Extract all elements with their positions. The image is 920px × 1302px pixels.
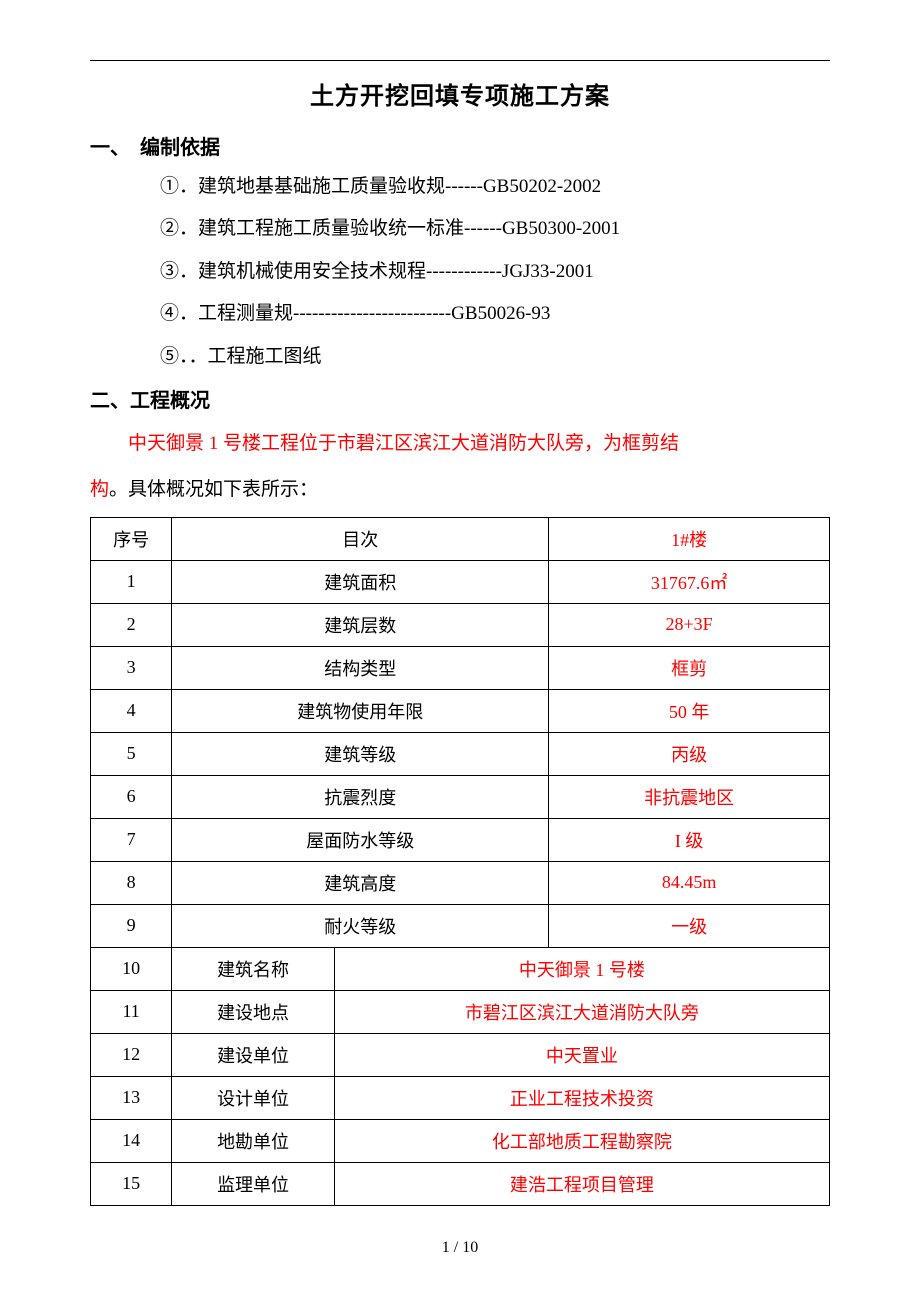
cell-item: 建筑高度 <box>172 861 549 904</box>
basis-item-1: ①．建筑地基基础施工质量验收规------GB50202-2002 <box>160 172 830 202</box>
description-red-1: 中天御景 1 号楼工程位于市碧江区滨江大道消防大队旁，为框剪结 <box>128 433 679 454</box>
project-description-line-2: 构。具体概况如下表所示： <box>90 471 830 509</box>
cell-label: 设计单位 <box>172 1076 335 1119</box>
cell-value: 市碧江区滨江大道消防大队旁 <box>334 990 829 1033</box>
cell-seq: 3 <box>91 646 172 689</box>
cell-value: 丙级 <box>549 732 830 775</box>
cell-seq: 6 <box>91 775 172 818</box>
cell-item: 建筑物使用年限 <box>172 689 549 732</box>
header-item: 目次 <box>172 517 549 560</box>
cell-item: 建筑等级 <box>172 732 549 775</box>
cell-value: 非抗震地区 <box>549 775 830 818</box>
header-value: 1#楼 <box>549 517 830 560</box>
cell-seq: 4 <box>91 689 172 732</box>
basis-item-5: ⑤．．工程施工图纸 <box>160 342 830 372</box>
cell-label: 建设地点 <box>172 990 335 1033</box>
cell-label: 监理单位 <box>172 1162 335 1205</box>
cell-value: 正业工程技术投资 <box>334 1076 829 1119</box>
table-row: 14 地勘单位 化工部地质工程勘察院 <box>91 1119 830 1162</box>
cell-seq: 9 <box>91 904 172 947</box>
table-row: 6 抗震烈度 非抗震地区 <box>91 775 830 818</box>
cell-label: 建设单位 <box>172 1033 335 1076</box>
table-row: 7 屋面防水等级 I 级 <box>91 818 830 861</box>
cell-seq: 7 <box>91 818 172 861</box>
description-red-2: 构 <box>90 479 109 500</box>
page-title: 土方开挖回填专项施工方案 <box>90 76 830 111</box>
basis-list: ①．建筑地基基础施工质量验收规------GB50202-2002 ②．建筑工程… <box>90 172 830 372</box>
cell-value: 框剪 <box>549 646 830 689</box>
table-row: 1 建筑面积 31767.6㎡ <box>91 560 830 603</box>
project-overview-table: 序号 目次 1#楼 1 建筑面积 31767.6㎡ 2 建筑层数 28+3F 3… <box>90 517 830 1206</box>
cell-item: 建筑层数 <box>172 603 549 646</box>
table-row: 4 建筑物使用年限 50 年 <box>91 689 830 732</box>
table-row: 8 建筑高度 84.45m <box>91 861 830 904</box>
cell-value: 28+3F <box>549 603 830 646</box>
cell-seq: 14 <box>91 1119 172 1162</box>
section-2-heading: 二、工程概况 <box>90 384 830 413</box>
cell-seq: 12 <box>91 1033 172 1076</box>
description-black: 。具体概况如下表所示： <box>109 479 318 500</box>
cell-value: 中天置业 <box>334 1033 829 1076</box>
table-row: 2 建筑层数 28+3F <box>91 603 830 646</box>
cell-item: 屋面防水等级 <box>172 818 549 861</box>
table-row: 13 设计单位 正业工程技术投资 <box>91 1076 830 1119</box>
cell-item: 耐火等级 <box>172 904 549 947</box>
top-horizontal-rule <box>90 60 830 61</box>
table-row: 5 建筑等级 丙级 <box>91 732 830 775</box>
table-row: 10 建筑名称 中天御景 1 号楼 <box>91 947 830 990</box>
basis-item-4: ④．工程测量规-------------------------GB50026-… <box>160 299 830 329</box>
page-footer: 1 / 10 <box>0 1239 920 1257</box>
cell-value: 50 年 <box>549 689 830 732</box>
table-row: 15 监理单位 建浩工程项目管理 <box>91 1162 830 1205</box>
cell-value: 84.45m <box>549 861 830 904</box>
table-row: 3 结构类型 框剪 <box>91 646 830 689</box>
cell-item: 建筑面积 <box>172 560 549 603</box>
cell-value: 建浩工程项目管理 <box>334 1162 829 1205</box>
cell-value: 31767.6㎡ <box>549 560 830 603</box>
cell-seq: 15 <box>91 1162 172 1205</box>
cell-label: 地勘单位 <box>172 1119 335 1162</box>
cell-seq: 2 <box>91 603 172 646</box>
table-row: 12 建设单位 中天置业 <box>91 1033 830 1076</box>
section-1-heading: 一、 编制依据 <box>90 131 830 160</box>
cell-value: 一级 <box>549 904 830 947</box>
cell-seq: 11 <box>91 990 172 1033</box>
basis-item-3: ③．建筑机械使用安全技术规程------------JGJ33-2001 <box>160 257 830 287</box>
table-header-row: 序号 目次 1#楼 <box>91 517 830 560</box>
table-row: 9 耐火等级 一级 <box>91 904 830 947</box>
cell-seq: 10 <box>91 947 172 990</box>
cell-seq: 1 <box>91 560 172 603</box>
cell-value: 化工部地质工程勘察院 <box>334 1119 829 1162</box>
header-seq: 序号 <box>91 517 172 560</box>
basis-item-2: ②．建筑工程施工质量验收统一标准------GB50300-2001 <box>160 214 830 244</box>
cell-item: 结构类型 <box>172 646 549 689</box>
cell-seq: 13 <box>91 1076 172 1119</box>
project-description-line-1: 中天御景 1 号楼工程位于市碧江区滨江大道消防大队旁，为框剪结 <box>90 425 830 463</box>
cell-item: 抗震烈度 <box>172 775 549 818</box>
table-row: 11 建设地点 市碧江区滨江大道消防大队旁 <box>91 990 830 1033</box>
cell-seq: 5 <box>91 732 172 775</box>
cell-seq: 8 <box>91 861 172 904</box>
cell-label: 建筑名称 <box>172 947 335 990</box>
cell-value: 中天御景 1 号楼 <box>334 947 829 990</box>
cell-value: I 级 <box>549 818 830 861</box>
